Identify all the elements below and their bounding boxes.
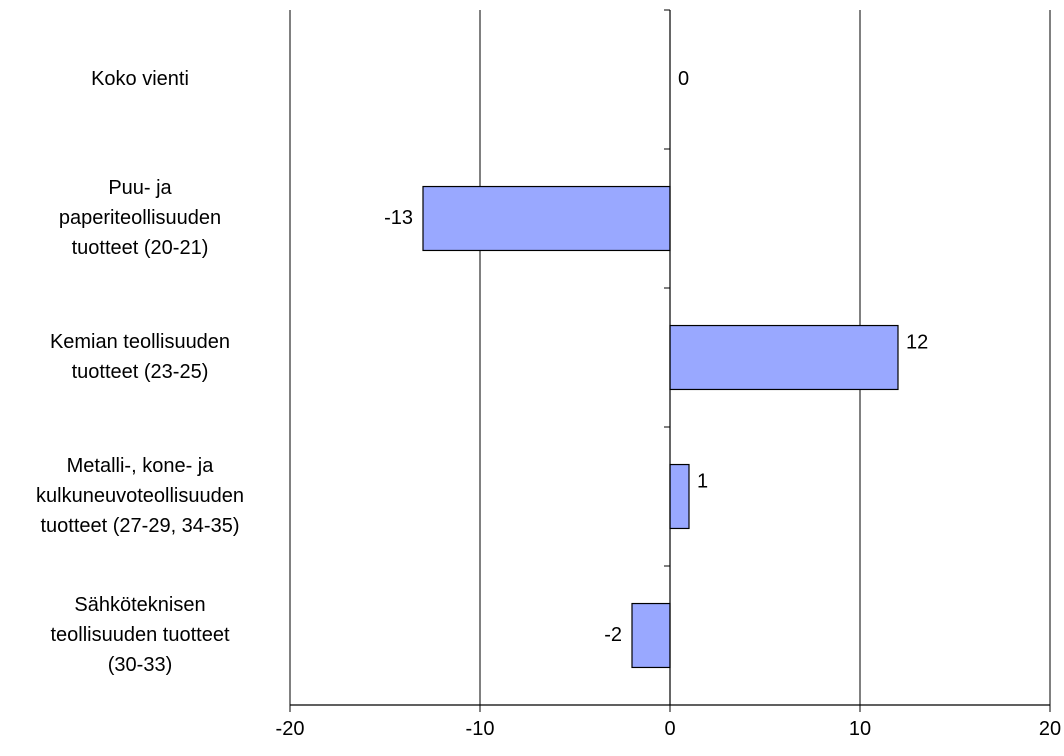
tick-label: 0	[664, 718, 675, 740]
bars	[422, 185, 899, 669]
data-label: 12	[906, 332, 928, 354]
data-label: 0	[678, 68, 689, 90]
axes	[289, 9, 1051, 712]
tick-label: 20	[1039, 718, 1061, 740]
category-label: Metalli-, kone- ja kulkuneuvoteollisuuden…	[36, 455, 244, 537]
tick-label: 10	[849, 718, 871, 740]
category-label: Koko vienti	[91, 68, 189, 90]
tick-label: -20	[276, 718, 305, 740]
data-label: -13	[384, 207, 413, 229]
labels: 0 Koko vienti -13 Puu- ja paperiteollisuuden…	[36, 68, 1061, 740]
tick-label: -10	[466, 718, 495, 740]
bar	[631, 602, 671, 669]
data-label: 1	[697, 471, 708, 493]
data-label: -2	[604, 624, 622, 646]
category-label: Puu- ja paperiteollisuuden tuotteet (20-21…	[59, 177, 221, 259]
category-label: Sähköteknisen teollisuuden tuotteet (30-33…	[50, 594, 229, 676]
bar	[669, 324, 899, 391]
category-label: Kemian teollisuuden tuotteet (23-25)	[50, 331, 230, 383]
bar	[422, 185, 671, 252]
bar	[669, 463, 690, 530]
